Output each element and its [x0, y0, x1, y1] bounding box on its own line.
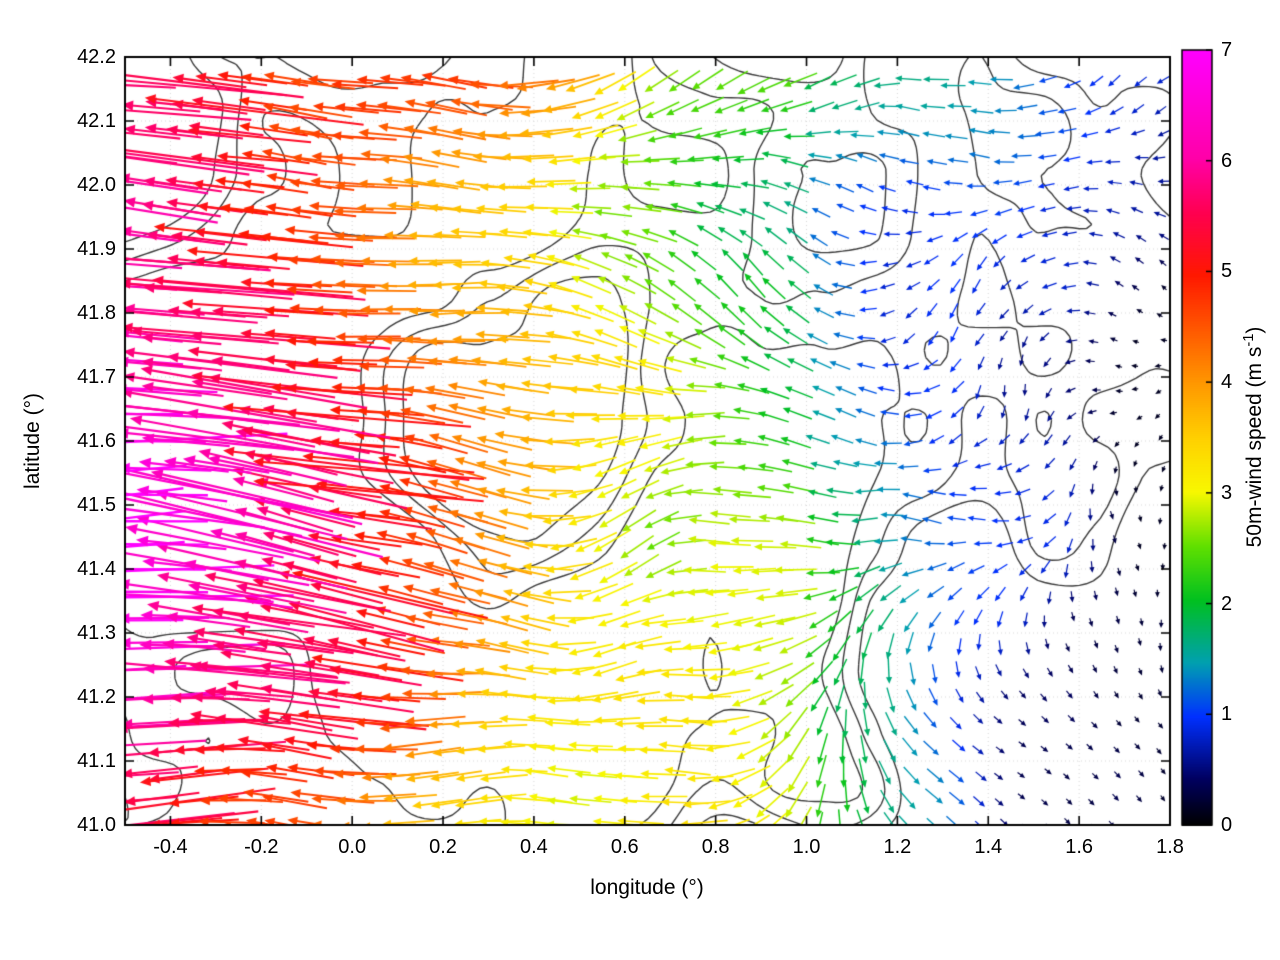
x-axis-label: longitude (°)	[590, 876, 704, 899]
y-tick-label: 41.7	[77, 366, 116, 388]
y-tick-label: 41.4	[77, 558, 116, 580]
colorbar-tick-label: 6	[1221, 149, 1233, 172]
colorbar-label-close: )	[1243, 326, 1266, 334]
y-tick-label: 42.2	[77, 46, 116, 68]
x-tick-label: 1.4	[974, 836, 1003, 858]
x-tick-label: 1.6	[1065, 836, 1094, 858]
colorbar-tick-label: 2	[1221, 592, 1233, 615]
x-tick-label: 0.8	[701, 836, 730, 858]
x-tick-label: -0.4	[153, 836, 188, 858]
colorbar-tick-label: 3	[1221, 481, 1233, 504]
colorbar-tick-label: 4	[1221, 371, 1233, 394]
y-tick-label: 41.5	[77, 494, 116, 516]
x-tick-label: 0.0	[338, 836, 367, 858]
x-tick-label: 0.6	[610, 836, 639, 858]
y-tick-label: 41.9	[77, 238, 116, 260]
y-tick-label: 41.2	[77, 686, 116, 708]
x-tick-label: -0.2	[244, 836, 279, 858]
y-tick-label: 41.3	[77, 622, 116, 644]
y-tick-label: 42.0	[77, 174, 116, 196]
x-tick-label: 1.8	[1156, 836, 1184, 858]
y-tick-label: 41.8	[77, 302, 116, 324]
y-tick-label: 41.0	[77, 814, 116, 836]
x-tick-label: 1.2	[883, 836, 912, 858]
colorbar-tick-label: 5	[1221, 260, 1233, 283]
colorbar-tick-label: 0	[1221, 814, 1233, 836]
y-tick-label: 42.1	[77, 110, 116, 132]
colorbar-label-sup: -1	[1241, 333, 1257, 347]
colorbar-label: 50m-wind speed (m s-1)	[1241, 327, 1267, 548]
x-tick-label: 0.2	[429, 836, 457, 858]
x-tick-label: 1.0	[792, 836, 821, 858]
colorbar-tick-label: 1	[1221, 703, 1233, 726]
y-tick-label: 41.1	[77, 750, 116, 772]
x-tick-label: 0.4	[520, 836, 548, 858]
colorbar-tick-label: 7	[1221, 39, 1233, 61]
y-tick-label: 41.6	[77, 430, 116, 452]
